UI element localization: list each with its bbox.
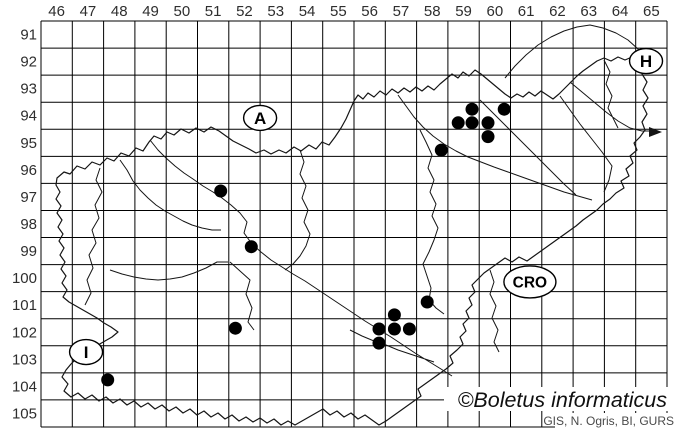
- occurrence-dot: [372, 336, 386, 350]
- country-label-h: H: [640, 52, 652, 71]
- country-label-cro: CRO: [513, 274, 547, 291]
- grid-col-label: 55: [330, 3, 347, 20]
- grid-row-label: 103: [12, 351, 37, 368]
- grid-col-label: 62: [549, 3, 566, 20]
- country-ellipse: [628, 47, 664, 75]
- grid-col-label: 54: [299, 3, 316, 20]
- occurrence-dot: [372, 322, 386, 336]
- grid-col-label: 49: [142, 3, 159, 20]
- occurrence-dot: [387, 308, 401, 322]
- occurrence-dot: [465, 102, 479, 116]
- grid-col-label: 51: [205, 3, 222, 20]
- country-ellipse: [68, 338, 104, 366]
- grid-row-label: 102: [12, 324, 37, 341]
- country-label-i: I: [84, 343, 89, 362]
- grid-col-label: 50: [174, 3, 191, 20]
- occurrence-dot: [451, 116, 465, 130]
- country-ellipse: [503, 265, 557, 299]
- utm-grid: [40, 20, 668, 428]
- grid-col-label: 65: [643, 3, 660, 20]
- grid-col-label: 64: [612, 3, 629, 20]
- grid-col-label: 58: [424, 3, 441, 20]
- grid-col-label: 57: [393, 3, 410, 20]
- grid-row-label: 100: [12, 270, 37, 287]
- grid-row-label: 96: [20, 162, 37, 179]
- grid-axis-labels: 46 47 48 49 50 51 52 53 54 55 56 57 58 59 60 61 62 63 64 65…: [12, 3, 660, 422]
- occurrence-dot: [387, 322, 401, 336]
- river-outflow-arrow-icon: [649, 127, 662, 137]
- grid-row-label: 104: [12, 378, 37, 395]
- copyright-mask: [444, 387, 672, 411]
- occurrence-dot: [214, 184, 228, 198]
- grid-row-label: 105: [12, 405, 37, 422]
- occurrence-dot: [420, 295, 434, 309]
- copyright-text: ©Boletus informaticus: [458, 388, 668, 412]
- grid-row-label: 91: [20, 27, 37, 44]
- grid-col-label: 56: [361, 3, 378, 20]
- grid-row-label: 92: [20, 54, 37, 71]
- occurrence-dot: [465, 116, 479, 130]
- occurrence-dot: [101, 373, 115, 387]
- grid-col-label: 48: [111, 3, 128, 20]
- grid-row-label: 101: [12, 297, 37, 314]
- credits-text: GIS, N. Ogris, BI, GURS: [543, 414, 674, 428]
- grid-row-label: 97: [20, 189, 37, 206]
- occurrence-dot: [497, 102, 511, 116]
- grid-row-label: 98: [20, 216, 37, 233]
- grid-col-label: 61: [518, 3, 535, 20]
- grid-row-label: 93: [20, 81, 37, 98]
- occurrence-dot: [481, 130, 495, 144]
- grid-row-label: 94: [20, 108, 37, 125]
- occurrence-dot: [244, 240, 258, 254]
- grid-col-label: 53: [267, 3, 284, 20]
- occurrence-dot: [481, 116, 495, 130]
- occurrence-layer: [101, 102, 511, 387]
- country-label-layer: A H CRO I: [68, 47, 664, 366]
- country-ellipse: [242, 104, 278, 132]
- occurrence-dot: [402, 322, 416, 336]
- credits-mask: [555, 413, 677, 428]
- grid-col-label: 47: [80, 3, 97, 20]
- country-border-path: [55, 56, 649, 426]
- occurrence-dot: [228, 321, 242, 335]
- grid-row-label: 95: [20, 135, 37, 152]
- grid-row-label: 99: [20, 243, 37, 260]
- grid-col-label: 59: [455, 3, 472, 20]
- occurrence-dot: [434, 143, 448, 157]
- grid-col-label: 63: [580, 3, 597, 20]
- grid-col-label: 60: [487, 3, 504, 20]
- country-label-a: A: [254, 109, 266, 128]
- grid-col-label: 46: [48, 3, 65, 20]
- rivers-path: [84, 24, 651, 377]
- grid-col-label: 52: [236, 3, 253, 20]
